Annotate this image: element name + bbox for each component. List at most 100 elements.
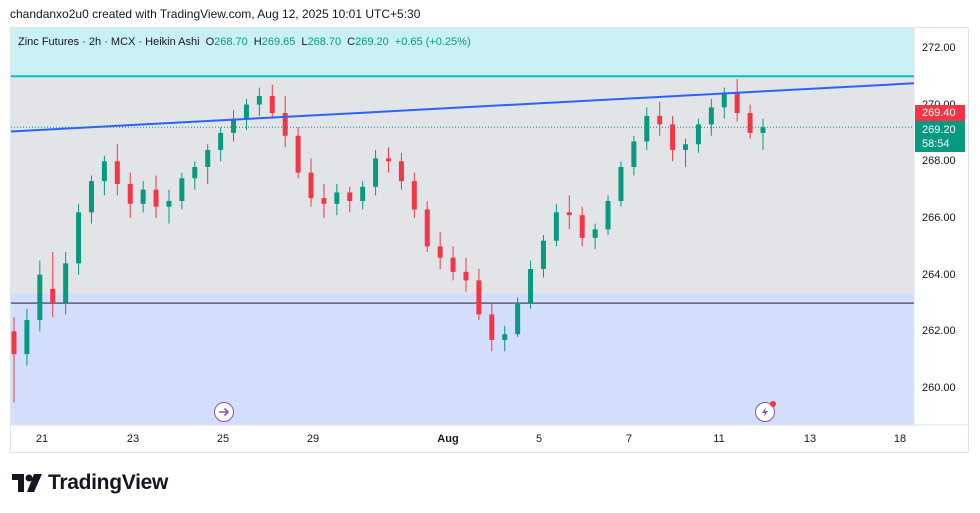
current-price-badge: 269.20 58:54 (915, 121, 965, 152)
candle (11, 317, 17, 403)
lightning-icon (762, 407, 768, 417)
time-tick-label: 7 (625, 433, 633, 445)
middle-zone (11, 76, 914, 294)
candle (179, 172, 185, 210)
candle (424, 200, 430, 253)
candle-body (528, 269, 534, 304)
chart-caption: chandanxo2u0 created with TradingView.co… (10, 7, 421, 21)
candle (566, 195, 572, 230)
candle-body (734, 93, 740, 114)
candle (76, 203, 82, 275)
time-tick-label: 25 (216, 433, 230, 445)
candle (101, 155, 107, 196)
candle (334, 183, 340, 216)
symbol-title: Zinc Futures · 2h · MCX · Heikin Ashi (18, 36, 200, 48)
candle (695, 118, 701, 153)
arrow-right-icon (219, 407, 230, 417)
candle-body (502, 334, 508, 340)
candle (50, 252, 56, 318)
candle-body (321, 198, 327, 204)
candle (683, 138, 689, 167)
price-tick-label: 268.00 (922, 155, 956, 168)
candle-body (708, 107, 714, 125)
current-price-value: 269.20 (922, 124, 956, 136)
candle-body (540, 240, 546, 270)
candle (166, 189, 172, 224)
candle-body (463, 271, 469, 281)
time-tick-label: Aug (437, 433, 459, 445)
candle-body (63, 263, 69, 304)
time-tick-label: 5 (535, 433, 543, 445)
candle-body (179, 178, 185, 201)
candle (411, 172, 417, 218)
tradingview-logo[interactable]: TradingView (12, 471, 168, 495)
candle-body (231, 118, 237, 133)
candle (760, 118, 766, 150)
time-tick-label: 23 (126, 433, 140, 445)
candle-body (192, 166, 198, 179)
time-tick-label: 29 (306, 433, 320, 445)
candle-body (256, 96, 262, 105)
close-value: 269.20 (355, 36, 389, 48)
earnings-flash-icon[interactable] (755, 401, 776, 422)
candle (618, 161, 624, 207)
candle-body (243, 104, 249, 119)
candle (295, 127, 301, 179)
support-zone (11, 294, 914, 425)
candle-body (411, 181, 417, 210)
candle-body (489, 314, 495, 340)
candle (747, 104, 753, 139)
candle-body (24, 320, 30, 355)
candle-body (101, 161, 107, 182)
candle-body (308, 172, 314, 199)
candle-body (127, 183, 133, 204)
candle (321, 183, 327, 218)
candle-body (398, 161, 404, 182)
candle-body (386, 158, 391, 162)
candle-body (476, 280, 482, 315)
candle-body (88, 181, 94, 213)
change-value: +0.65 (+0.25%) (394, 36, 471, 48)
candle (631, 135, 637, 176)
candle-body (269, 96, 275, 114)
candle (489, 303, 495, 352)
candle (24, 308, 30, 366)
candle-body (605, 200, 611, 230)
candle (282, 96, 288, 148)
candle (192, 161, 198, 190)
candle (605, 195, 611, 236)
candle (114, 144, 120, 196)
notification-dot-icon (770, 401, 776, 407)
candle-body (218, 132, 224, 150)
bar-countdown: 58:54 (922, 138, 950, 150)
candle (37, 260, 43, 332)
candle (553, 203, 559, 247)
candle-body (657, 115, 663, 125)
chart-frame[interactable] (10, 27, 969, 453)
candle-body (721, 93, 727, 108)
candle-body (424, 209, 430, 247)
candle (657, 101, 663, 136)
tradingview-mark-icon (12, 474, 42, 492)
candle (463, 257, 469, 292)
candle (153, 175, 159, 218)
high-value: 269.65 (261, 36, 296, 48)
event-arrow-icon[interactable] (214, 402, 234, 422)
candle-body (553, 212, 559, 241)
open-value: 268.70 (214, 36, 248, 48)
time-tick-label: 18 (893, 433, 907, 445)
candle (515, 297, 521, 338)
candle (386, 147, 391, 173)
candles (11, 79, 766, 403)
candle-body (50, 288, 56, 304)
candle (373, 149, 379, 196)
candle (218, 127, 224, 162)
open-label: O (205, 36, 215, 48)
candle-body (670, 124, 676, 150)
candle-body (515, 303, 521, 335)
time-tick-label: 13 (803, 433, 817, 445)
symbol-legend: Zinc Futures · 2h · MCX · Heikin Ashi O26… (18, 36, 471, 48)
candle (502, 325, 508, 352)
candle (592, 223, 598, 250)
